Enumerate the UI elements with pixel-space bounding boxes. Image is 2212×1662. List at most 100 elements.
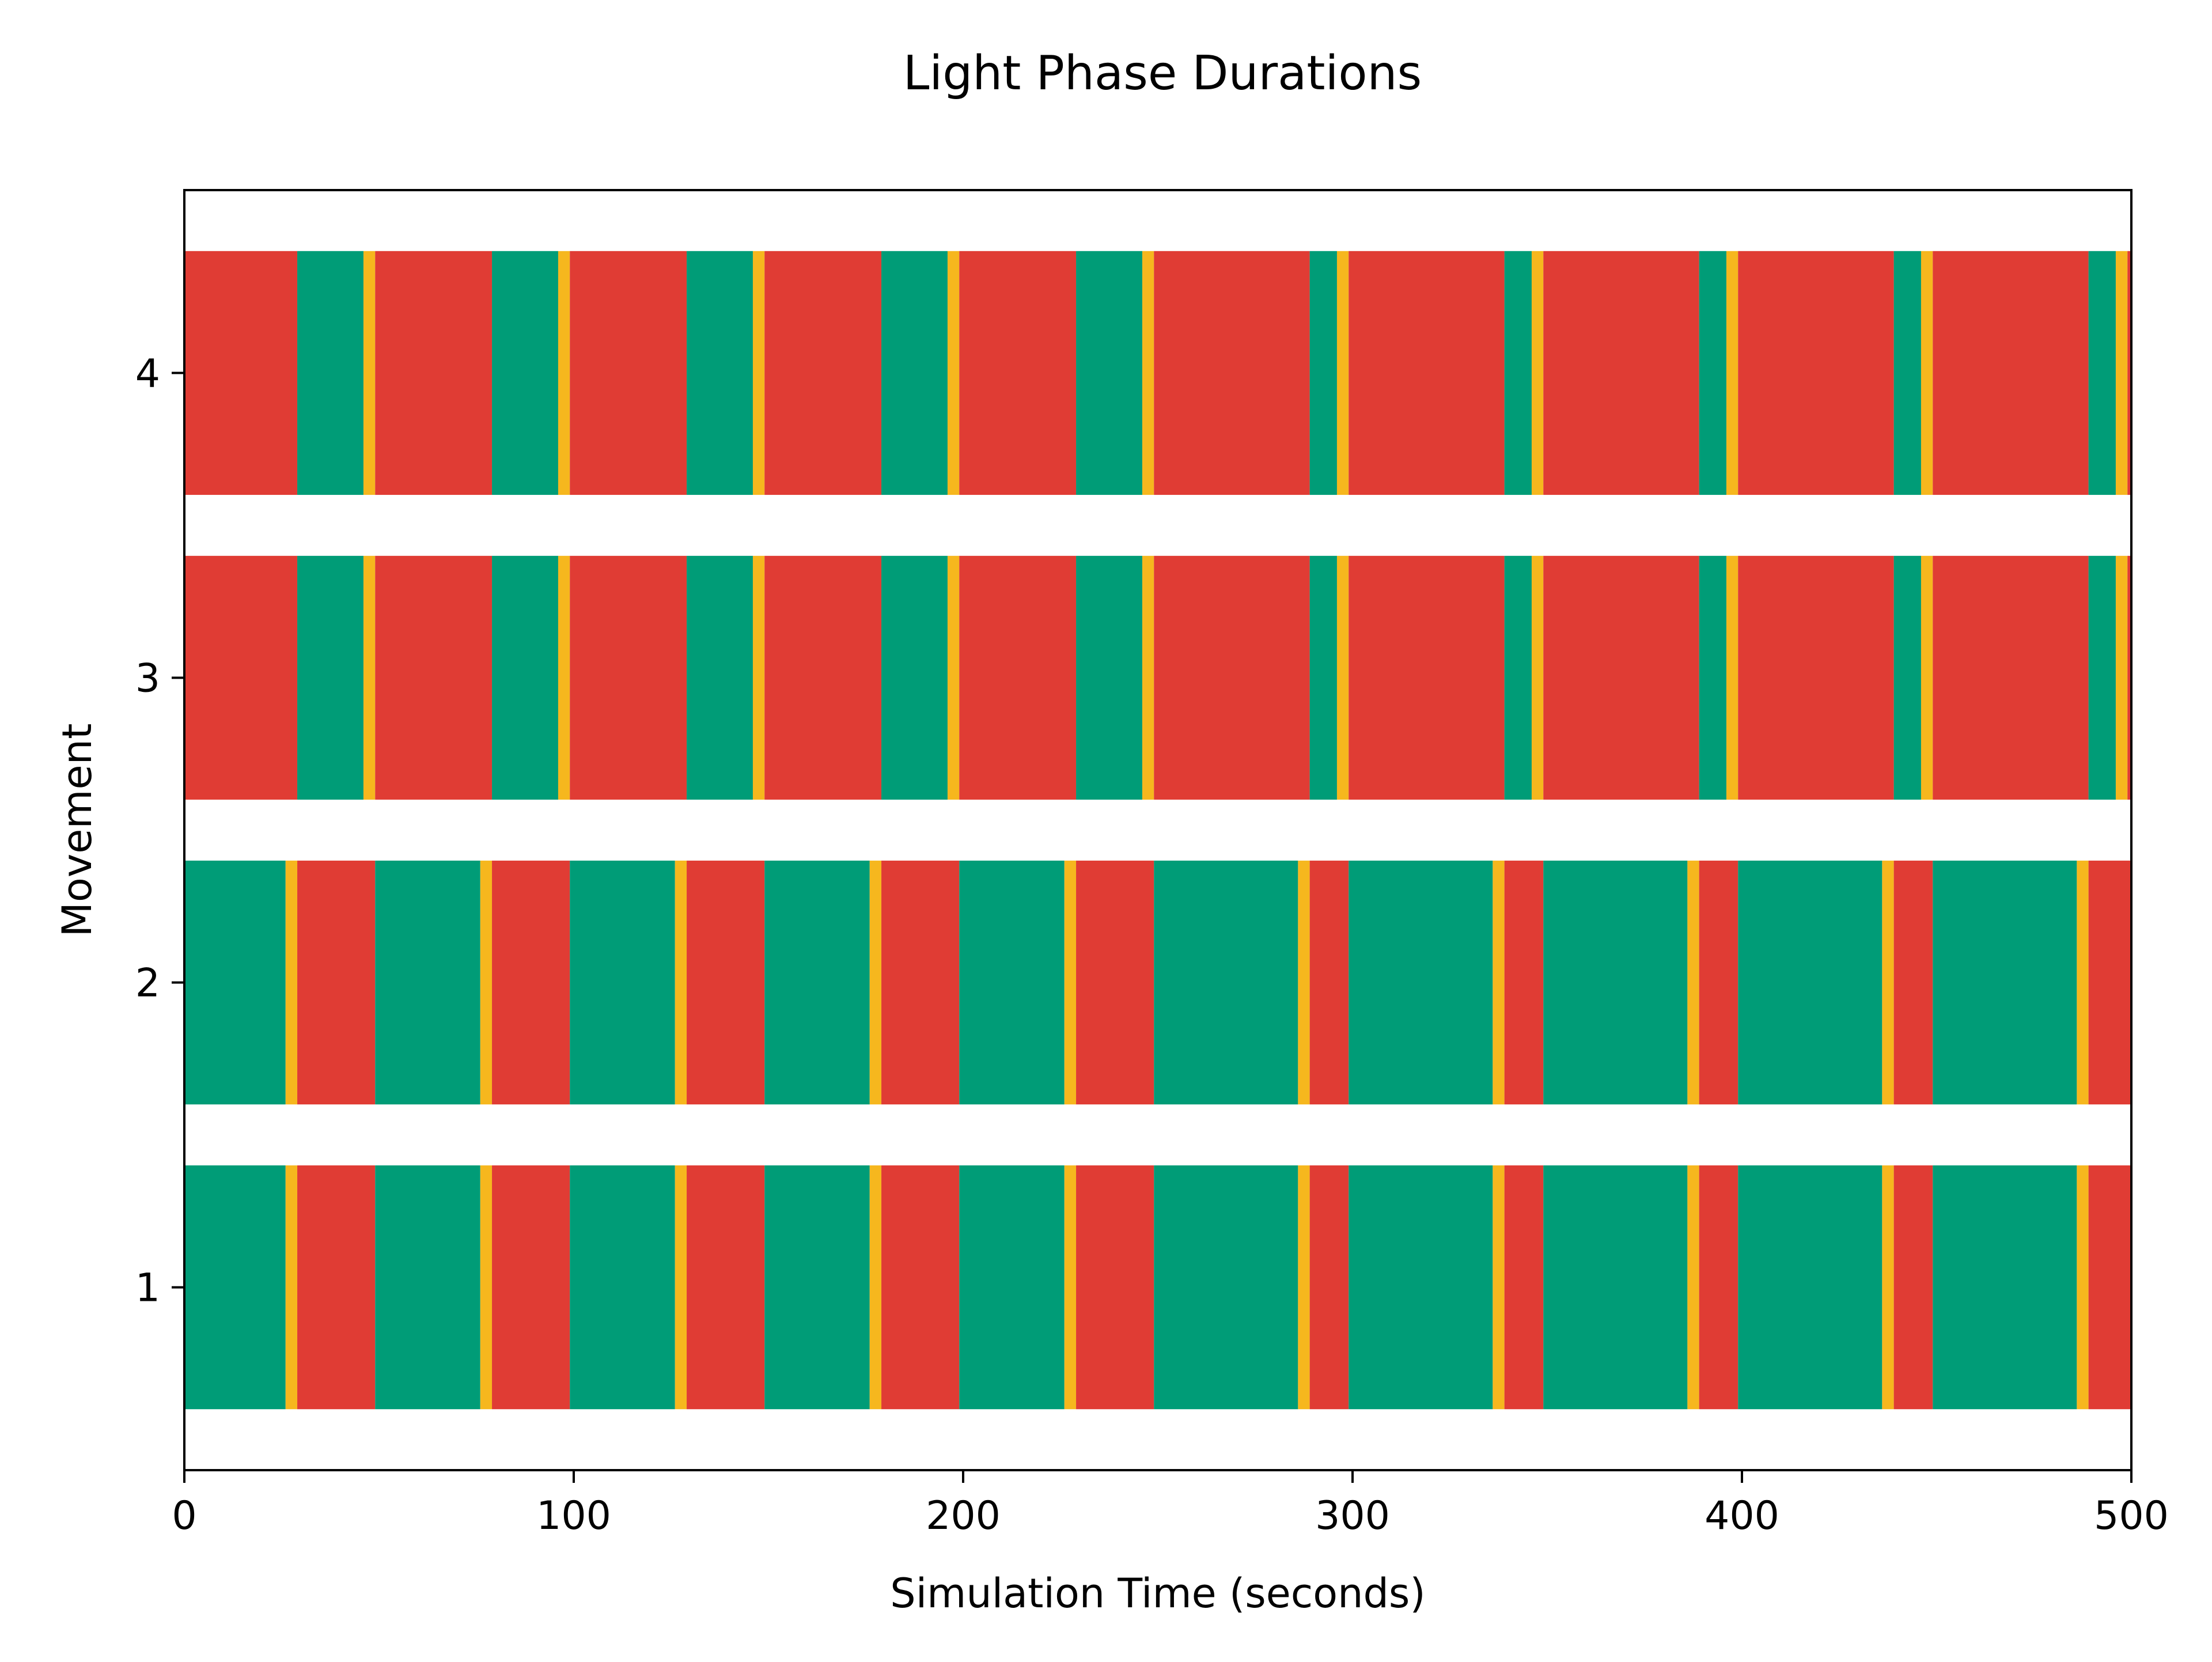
phase-bar-movement-2-yellow-4 <box>480 860 493 1105</box>
phase-bar-movement-3-red-6 <box>570 555 687 800</box>
phase-bar-movement-2-green-21 <box>1543 860 1688 1105</box>
phase-bar-movement-4-green-4 <box>492 251 558 495</box>
phase-bar-movement-2-yellow-16 <box>1298 860 1310 1105</box>
phase-bar-movement-3-red-3 <box>375 555 493 800</box>
phase-bar-movement-1-yellow-19 <box>1493 1165 1505 1410</box>
phase-bar-movement-2-red-2 <box>297 860 376 1105</box>
phase-bar-movement-2-red-14 <box>1076 860 1154 1105</box>
phase-bar-movement-4-red-12 <box>959 251 1077 495</box>
y-tick-label-1: 1 <box>135 1266 160 1311</box>
phase-bar-movement-1-red-20 <box>1504 1165 1544 1410</box>
phase-bar-movement-4-yellow-14 <box>1142 251 1154 495</box>
phase-bar-movement-3-red-30 <box>2127 555 2131 800</box>
phase-bar-movement-4-yellow-26 <box>1921 251 1933 495</box>
phase-bar-movement-1-red-5 <box>492 1165 570 1410</box>
phase-bar-movement-3-yellow-11 <box>947 555 960 800</box>
phase-bar-movement-2-yellow-25 <box>1882 860 1894 1105</box>
phase-bar-movement-1-red-11 <box>881 1165 960 1410</box>
phase-bar-movement-4-red-6 <box>570 251 687 495</box>
phase-bar-movement-4-yellow-2 <box>363 251 376 495</box>
phase-bar-movement-1-yellow-16 <box>1298 1165 1310 1410</box>
phase-bar-movement-2-green-15 <box>1154 860 1298 1105</box>
phase-bar-movement-4-green-10 <box>881 251 948 495</box>
phase-bar-movement-2-red-23 <box>1699 860 1738 1105</box>
phase-bar-movement-1-red-14 <box>1076 1165 1154 1410</box>
phase-bar-movement-4-green-25 <box>1893 251 1921 495</box>
x-tick-label-500: 500 <box>2094 1493 2169 1539</box>
phase-bar-movement-2-red-11 <box>881 860 960 1105</box>
phase-bar-movement-2-green-9 <box>764 860 870 1105</box>
phase-bar-movement-2-red-17 <box>1309 860 1349 1105</box>
phase-bar-movement-4-red-9 <box>764 251 882 495</box>
y-tick-label-4: 4 <box>135 351 160 396</box>
chart-title: Light Phase Durations <box>903 46 1422 101</box>
phase-bar-movement-3-yellow-8 <box>752 555 765 800</box>
phase-bar-movement-3-yellow-14 <box>1142 555 1154 800</box>
phase-bar-movement-3-green-10 <box>881 555 948 800</box>
phase-bar-movement-4-red-30 <box>2127 251 2131 495</box>
phase-bar-movement-2-yellow-13 <box>1064 860 1077 1105</box>
phase-bar-movement-4-green-1 <box>297 251 363 495</box>
y-axis-label: Movement <box>54 724 101 937</box>
phase-bar-movement-2-green-12 <box>959 860 1065 1105</box>
x-axis-label: Simulation Time (seconds) <box>890 1570 1425 1617</box>
phase-bar-movement-1-yellow-28 <box>2077 1165 2089 1410</box>
phase-bar-movement-4-green-19 <box>1504 251 1532 495</box>
phase-bar-movement-1-yellow-10 <box>869 1165 882 1410</box>
phase-bar-movement-3-red-9 <box>764 555 882 800</box>
phase-bar-movement-1-green-3 <box>375 1165 480 1410</box>
phase-bar-movement-1-red-17 <box>1309 1165 1349 1410</box>
phase-bar-movement-4-green-16 <box>1309 251 1337 495</box>
phase-bar-movement-1-yellow-22 <box>1687 1165 1699 1410</box>
phase-bar-movement-4-yellow-23 <box>1726 251 1738 495</box>
phase-bar-movement-4-red-27 <box>1933 251 2089 495</box>
x-tick-label-0: 0 <box>172 1493 196 1539</box>
phase-bar-movement-3-yellow-5 <box>558 555 570 800</box>
x-axis-ticks: 0 100 200 300 400 500 <box>172 1470 2169 1539</box>
phase-bar-movement-3-red-27 <box>1933 555 2089 800</box>
phase-bar-movement-2-green-6 <box>570 860 675 1105</box>
phase-bar-movement-1-green-6 <box>570 1165 675 1410</box>
phase-bar-movement-2-yellow-22 <box>1687 860 1699 1105</box>
phase-bar-movement-1-green-15 <box>1154 1165 1298 1410</box>
phase-bar-movement-4-yellow-29 <box>2115 251 2128 495</box>
phase-bar-movement-3-green-13 <box>1076 555 1142 800</box>
phase-bar-movement-3-yellow-2 <box>363 555 376 800</box>
phase-bar-movement-2-green-24 <box>1738 860 1883 1105</box>
x-tick-label-300: 300 <box>1315 1493 1390 1539</box>
phase-bar-movement-3-red-15 <box>1154 555 1310 800</box>
y-axis-ticks: 1 2 3 4 <box>135 351 184 1311</box>
phase-bar-movement-2-yellow-19 <box>1493 860 1505 1105</box>
phase-bar-movement-3-green-22 <box>1699 555 1726 800</box>
y-tick-label-3: 3 <box>135 656 160 701</box>
x-tick-label-100: 100 <box>536 1493 611 1539</box>
phase-bar-movement-4-yellow-11 <box>947 251 960 495</box>
phase-bar-movement-4-red-0 <box>184 251 298 495</box>
phase-bar-movement-4-yellow-5 <box>558 251 570 495</box>
phase-bar-movement-3-green-4 <box>492 555 558 800</box>
plot-area-frame <box>183 189 2133 1471</box>
phase-bar-movement-4-green-22 <box>1699 251 1726 495</box>
phase-bar-movement-4-yellow-17 <box>1336 251 1349 495</box>
phase-bar-movement-1-yellow-4 <box>480 1165 493 1410</box>
phase-bar-movement-1-green-12 <box>959 1165 1065 1410</box>
phase-bar-movement-3-green-16 <box>1309 555 1337 800</box>
phase-bar-movement-2-red-29 <box>2088 860 2131 1105</box>
phase-bar-movement-3-red-24 <box>1738 555 1894 800</box>
phase-bar-movement-2-green-27 <box>1933 860 2077 1105</box>
phase-bar-movement-1-green-9 <box>764 1165 870 1410</box>
phase-bar-movement-1-red-8 <box>687 1165 765 1410</box>
phase-bar-movement-1-yellow-13 <box>1064 1165 1077 1410</box>
phase-bar-movement-1-red-2 <box>297 1165 376 1410</box>
phase-bar-movement-3-yellow-17 <box>1336 555 1349 800</box>
phase-bar-movement-2-yellow-1 <box>285 860 298 1105</box>
x-tick-label-200: 200 <box>926 1493 1001 1539</box>
x-tick-label-400: 400 <box>1705 1493 1779 1539</box>
phase-bar-movement-1-red-23 <box>1699 1165 1738 1410</box>
phase-bar-movement-3-red-0 <box>184 555 298 800</box>
phase-bar-movement-2-green-18 <box>1349 860 1493 1105</box>
phase-bar-movement-2-yellow-28 <box>2077 860 2089 1105</box>
phase-bar-movement-1-green-21 <box>1543 1165 1688 1410</box>
